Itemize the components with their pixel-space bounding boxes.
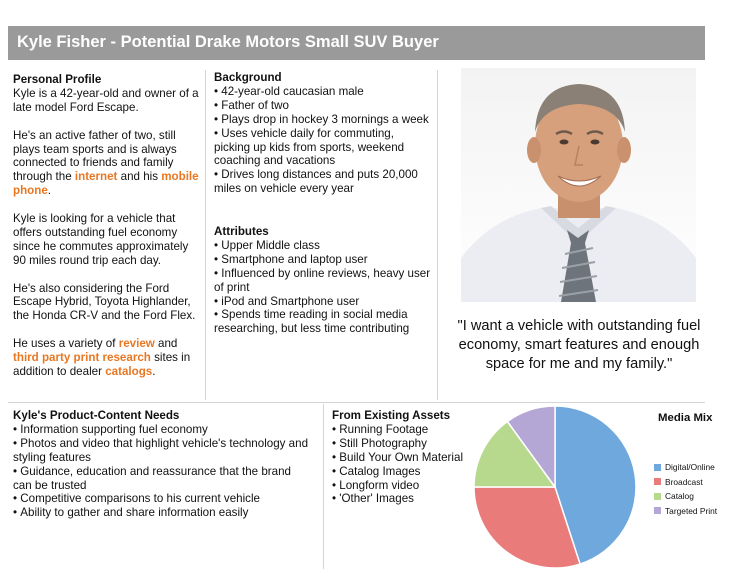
content-needs-section: Kyle's Product-Content Needs Information…	[13, 409, 309, 520]
pie-slice-targeted-print	[506, 405, 556, 490]
section-divider	[8, 402, 705, 403]
list-item: Information supporting fuel economy	[13, 423, 309, 437]
media-mix-pie-chart	[473, 405, 637, 569]
title-banner: Kyle Fisher - Potential Drake Motors Sma…	[8, 26, 705, 60]
mobile-phone-highlight: mobile phone	[13, 170, 199, 198]
content-needs-heading: Kyle's Product-Content Needs	[13, 409, 180, 422]
profile-paragraph-4: He's also considering the Ford Escape Hy…	[13, 281, 196, 323]
existing-assets-list: Running Footage Still Photography Build …	[332, 423, 482, 506]
profile-text: and his	[117, 170, 162, 184]
background-list: 42-year-old caucasian male Father of two…	[214, 85, 432, 196]
pie-slice-broadcast	[473, 486, 581, 569]
legend-item: Digital/Online	[654, 460, 717, 475]
list-item: Influenced by online reviews, heavy user…	[214, 267, 432, 295]
pie-slice-digital-online	[554, 405, 637, 565]
third-party-print-research-highlight: third party print research	[13, 351, 151, 365]
list-item: Smartphone and laptop user	[214, 253, 432, 267]
list-item: Build Your Own Material	[332, 451, 482, 465]
list-item: Longform video	[332, 479, 482, 493]
list-item: Competitive comparisons to his current v…	[13, 492, 309, 506]
list-item: Guidance, education and reassurance that…	[13, 465, 309, 493]
legend-label: Targeted Print	[665, 505, 718, 516]
list-item: Still Photography	[332, 437, 482, 451]
attributes-section: Attributes Upper Middle class Smartphone…	[214, 225, 432, 336]
list-item: Father of two	[214, 99, 432, 113]
profile-paragraph-2: He's an active father of two, still play…	[13, 129, 199, 199]
legend-item: Targeted Print	[654, 504, 717, 519]
background-heading: Background	[214, 71, 282, 84]
legend-label: Catalog	[665, 491, 694, 501]
persona-quote: "I want a vehicle with outstanding fuel …	[457, 318, 701, 373]
list-item: Uses vehicle daily for commuting, pickin…	[214, 127, 432, 169]
existing-assets-heading: From Existing Assets	[332, 409, 451, 422]
legend-label: Broadcast	[665, 476, 703, 487]
list-item: Plays drop in hockey 3 mornings a week	[214, 113, 432, 127]
list-item: Ability to gather and share information …	[13, 506, 309, 520]
list-item: Drives long distances and puts 20,000 mi…	[214, 168, 432, 196]
list-item: Running Footage	[332, 423, 482, 437]
personal-profile-section: Personal Profile Kyle is a 42-year-old a…	[13, 73, 199, 393]
profile-text: .	[152, 364, 156, 378]
column-divider	[437, 70, 438, 400]
legend-swatch	[654, 463, 661, 471]
chart-legend: Digital/Online Broadcast Catalog Targeted P…	[654, 460, 717, 518]
list-item: Photos and video that highlight vehicle'…	[13, 437, 309, 465]
list-item: Catalog Images	[332, 465, 482, 479]
list-item: Spends time reading in social media rese…	[214, 308, 432, 336]
profile-text: and	[154, 337, 178, 351]
attributes-heading: Attributes	[214, 225, 269, 238]
legend-swatch	[654, 492, 661, 500]
legend-label: Digital/Online	[665, 462, 715, 472]
profile-paragraph-5: He uses a variety of review and third pa…	[13, 337, 199, 379]
content-needs-list: Information supporting fuel economy Phot…	[13, 423, 309, 520]
list-item: 'Other' Images	[332, 492, 482, 506]
review-highlight: review	[118, 337, 155, 351]
internet-highlight: internet	[74, 170, 118, 184]
attributes-list: Upper Middle class Smartphone and laptop…	[214, 239, 432, 336]
profile-text: sites in addition to dealer	[13, 351, 191, 378]
legend-item: Broadcast	[654, 475, 717, 490]
profile-text: .	[47, 184, 52, 198]
catalogs-highlight: catalogs	[105, 364, 153, 378]
pie-slice-catalog	[473, 420, 557, 488]
persona-photo	[461, 68, 696, 302]
page-title: Kyle Fisher - Potential Drake Motors Sma…	[17, 33, 439, 51]
chart-title: Media Mix	[658, 412, 713, 424]
profile-text: He uses a variety of	[13, 337, 119, 351]
personal-profile-heading: Personal Profile	[13, 73, 102, 86]
background-section: Background 42-year-old caucasian male Fa…	[214, 71, 432, 196]
column-divider	[323, 404, 324, 569]
list-item: Upper Middle class	[214, 239, 432, 253]
list-item: 42-year-old caucasian male	[214, 85, 432, 99]
profile-paragraph-3: Kyle is looking for a vehicle that offer…	[13, 212, 189, 267]
legend-item: Catalog	[654, 489, 717, 504]
existing-assets-section: From Existing Assets Running Footage Sti…	[332, 409, 482, 506]
legend-swatch	[654, 478, 661, 486]
profile-text: He's an active father of two, still play…	[13, 128, 177, 184]
column-divider	[205, 70, 206, 400]
profile-paragraph-1: Kyle is a 42-year-old and owner of a lat…	[13, 86, 199, 114]
man-portrait-illustration	[461, 84, 696, 302]
list-item: iPod and Smartphone user	[214, 295, 432, 309]
legend-swatch	[654, 507, 661, 515]
